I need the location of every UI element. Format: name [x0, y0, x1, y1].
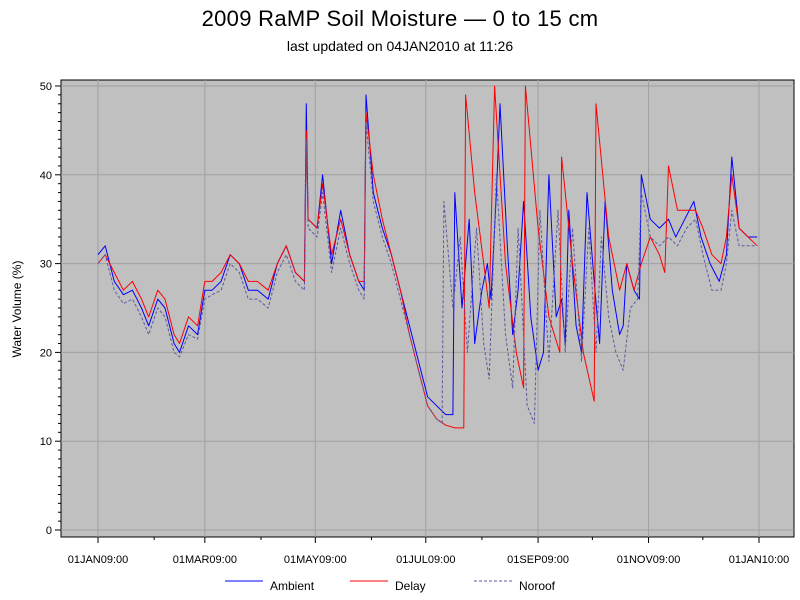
y-tick-label: 50 [40, 81, 52, 93]
x-tick-label: 01JUL09:00 [396, 554, 455, 566]
x-tick-label: 01NOV09:00 [617, 554, 681, 566]
y-tick-label: 40 [40, 170, 52, 182]
y-axis-label: Water Volume (%) [10, 261, 24, 358]
x-tick-label: 01MAY09:00 [284, 554, 347, 566]
y-tick-label: 10 [40, 436, 52, 448]
plot-area [60, 79, 795, 538]
x-tick-label: 01SEP09:00 [507, 554, 569, 566]
x-tick-label: 01MAR09:00 [173, 554, 237, 566]
y-tick-label: 0 [46, 525, 52, 537]
series-lines [97, 85, 758, 429]
y-tick-label: 30 [40, 259, 52, 271]
chart-subtitle: last updated on 04JAN2010 at 11:26 [286, 38, 514, 54]
series-line-noroof [97, 121, 758, 424]
legend-label-ambient: Ambient [270, 579, 315, 593]
legend: Ambient Delay Noroof [225, 579, 556, 593]
series-line-ambient [97, 94, 758, 416]
legend-label-noroof: Noroof [519, 579, 556, 593]
axes: 0 10 20 30 40 50 01JAN09:00 01MAR09:00 01MAY09:0… [40, 81, 790, 566]
chart-title: 2009 RaMP Soil Moisture — 0 to 15 cm [201, 6, 599, 31]
y-tick-label: 20 [40, 347, 52, 359]
x-tick-label: 01JAN10:00 [729, 554, 790, 566]
grid [61, 80, 794, 537]
legend-label-delay: Delay [395, 579, 426, 593]
x-tick-label: 01JAN09:00 [68, 554, 129, 566]
